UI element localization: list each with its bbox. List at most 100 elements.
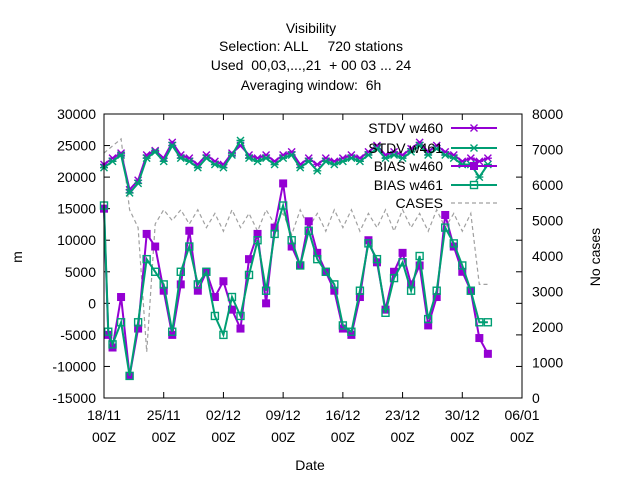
- data-point-square-open: [133, 318, 143, 327]
- data-point-square-open: [449, 239, 458, 248]
- y2-axis-label: No cases: [587, 228, 603, 286]
- data-point-square-open: [330, 280, 339, 289]
- data-point-star: [236, 136, 245, 145]
- y2-tick-label: 8000: [532, 106, 563, 122]
- data-point-star: [372, 144, 381, 153]
- y-tick-label: -10000: [52, 358, 96, 374]
- data-point-square-open: [398, 258, 407, 267]
- y-tick-label: 30000: [57, 106, 96, 122]
- x-tick-label-date: 09/12: [266, 407, 301, 423]
- data-point-star: [202, 154, 211, 163]
- legend-label: STDV w460: [368, 120, 443, 136]
- data-point-square-open: [364, 239, 373, 248]
- data-point-star: [262, 154, 271, 163]
- legend-label: BIAS w460: [374, 158, 443, 174]
- data-point-square-open: [406, 286, 416, 295]
- data-point-star: [390, 151, 399, 160]
- data-point-square-open: [381, 308, 390, 317]
- data-point-star: [117, 151, 126, 160]
- x-tick-label-date: 06/01: [504, 407, 539, 423]
- data-point-square-open: [347, 327, 356, 336]
- x-tick-label-date: 23/12: [385, 407, 420, 423]
- x-tick-label-date: 25/11: [147, 407, 181, 423]
- y2-tick-label: 3000: [532, 284, 563, 300]
- data-point-square-open: [219, 330, 228, 340]
- y2-tick-label: 6000: [532, 177, 563, 193]
- y-tick-label: -15000: [52, 390, 96, 406]
- data-point-square-open: [469, 180, 479, 190]
- data-point-square-open: [432, 286, 441, 295]
- data-point-star: [193, 163, 202, 172]
- x-tick-label-date: 30/12: [445, 407, 480, 423]
- data-point-star: [279, 154, 288, 163]
- data-point-square-open: [270, 229, 279, 239]
- y2-axis-ticks: 0 1000 2000 3000 4000 5000 6000 7000 8000: [532, 106, 563, 406]
- data-point-square-open: [108, 340, 117, 349]
- data-point-square-open: [244, 270, 254, 280]
- data-point-square: [185, 226, 194, 235]
- data-point-square-open: [296, 261, 305, 270]
- y-axis-label: m: [9, 251, 25, 263]
- data-point-star: [108, 157, 117, 166]
- x-tick-label-date: 18/11: [87, 407, 121, 423]
- data-point-star: [355, 157, 364, 166]
- data-point-star: [470, 124, 478, 132]
- y-tick-label: 20000: [57, 169, 96, 185]
- x-tick-label-hour: 00Z: [331, 429, 356, 445]
- data-point-star: [185, 157, 194, 166]
- data-point-square-open: [159, 280, 168, 289]
- data-point-square-open: [227, 292, 237, 302]
- data-point-star: [424, 151, 433, 160]
- data-point-star: [321, 157, 330, 166]
- series-line: [103, 138, 489, 196]
- data-point-square-open: [423, 314, 433, 324]
- y2-tick-label: 2000: [532, 319, 563, 335]
- data-point-square: [483, 349, 492, 358]
- y-tick-label: 25000: [57, 138, 96, 154]
- data-point-star: [470, 144, 478, 152]
- data-point-square-open: [116, 318, 126, 327]
- data-point-square-open: [458, 261, 467, 270]
- legend: STDV w460 STDV w461 BIAS w460 BIAS w461 CASE…: [368, 120, 497, 211]
- data-point-square-open: [202, 267, 211, 276]
- data-point-star: [364, 151, 373, 160]
- data-point-square-open: [441, 223, 450, 232]
- data-point-square: [398, 248, 407, 257]
- data-point-star: [407, 147, 416, 156]
- data-point-square-open: [389, 273, 399, 283]
- legend-label: STDV w461: [368, 140, 443, 156]
- x-tick-label-date: 16/12: [325, 407, 360, 423]
- series-layer: [99, 136, 493, 381]
- y-tick-label: 5000: [65, 264, 96, 280]
- data-point-square-open: [321, 267, 330, 276]
- data-point-star: [287, 151, 296, 160]
- x-tick-label-hour: 00Z: [152, 429, 177, 445]
- data-point-square-open: [338, 321, 348, 330]
- data-point-square: [470, 162, 478, 170]
- data-point-square-open: [475, 318, 484, 327]
- data-point-star: [432, 144, 441, 153]
- data-point-square: [236, 324, 245, 333]
- x-tick-label-hour: 00Z: [391, 429, 416, 445]
- data-point-star: [210, 160, 219, 169]
- data-point-star: [449, 154, 458, 163]
- data-point-star: [415, 141, 424, 150]
- data-point-star: [134, 179, 143, 188]
- series-stdv-w461: [100, 136, 492, 197]
- data-point-square-open: [104, 327, 113, 336]
- data-point-square-open: [466, 286, 476, 295]
- data-point-square-open: [483, 318, 493, 327]
- y2-tick-label: 7000: [532, 142, 563, 158]
- plot-frame: [103, 113, 523, 399]
- data-point-square-open: [193, 280, 203, 289]
- data-point-star: [330, 160, 339, 169]
- data-point-star: [168, 141, 177, 150]
- title-line-3: Used 00,03,...,21 + 00 03 ... 24: [211, 57, 412, 73]
- legend-label: BIAS w461: [374, 177, 443, 193]
- y-tick-label: -5000: [60, 327, 96, 343]
- data-point-square: [304, 217, 313, 226]
- data-point-star: [441, 151, 450, 160]
- data-point-square: [142, 229, 151, 238]
